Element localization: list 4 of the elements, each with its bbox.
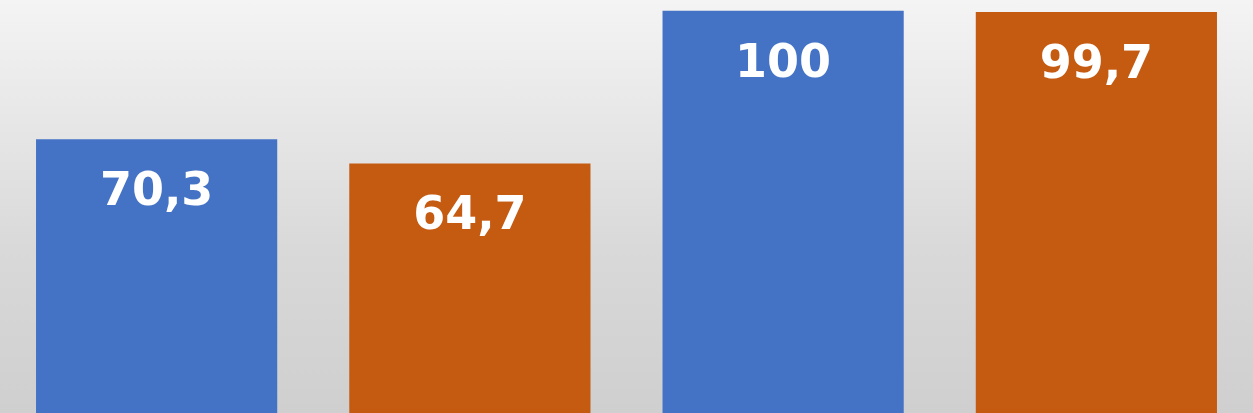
data-label: 70,3 [99,162,214,217]
data-label: 100 [735,33,832,88]
data-label: 99,7 [1039,35,1154,90]
data-label: 64,7 [413,186,527,241]
